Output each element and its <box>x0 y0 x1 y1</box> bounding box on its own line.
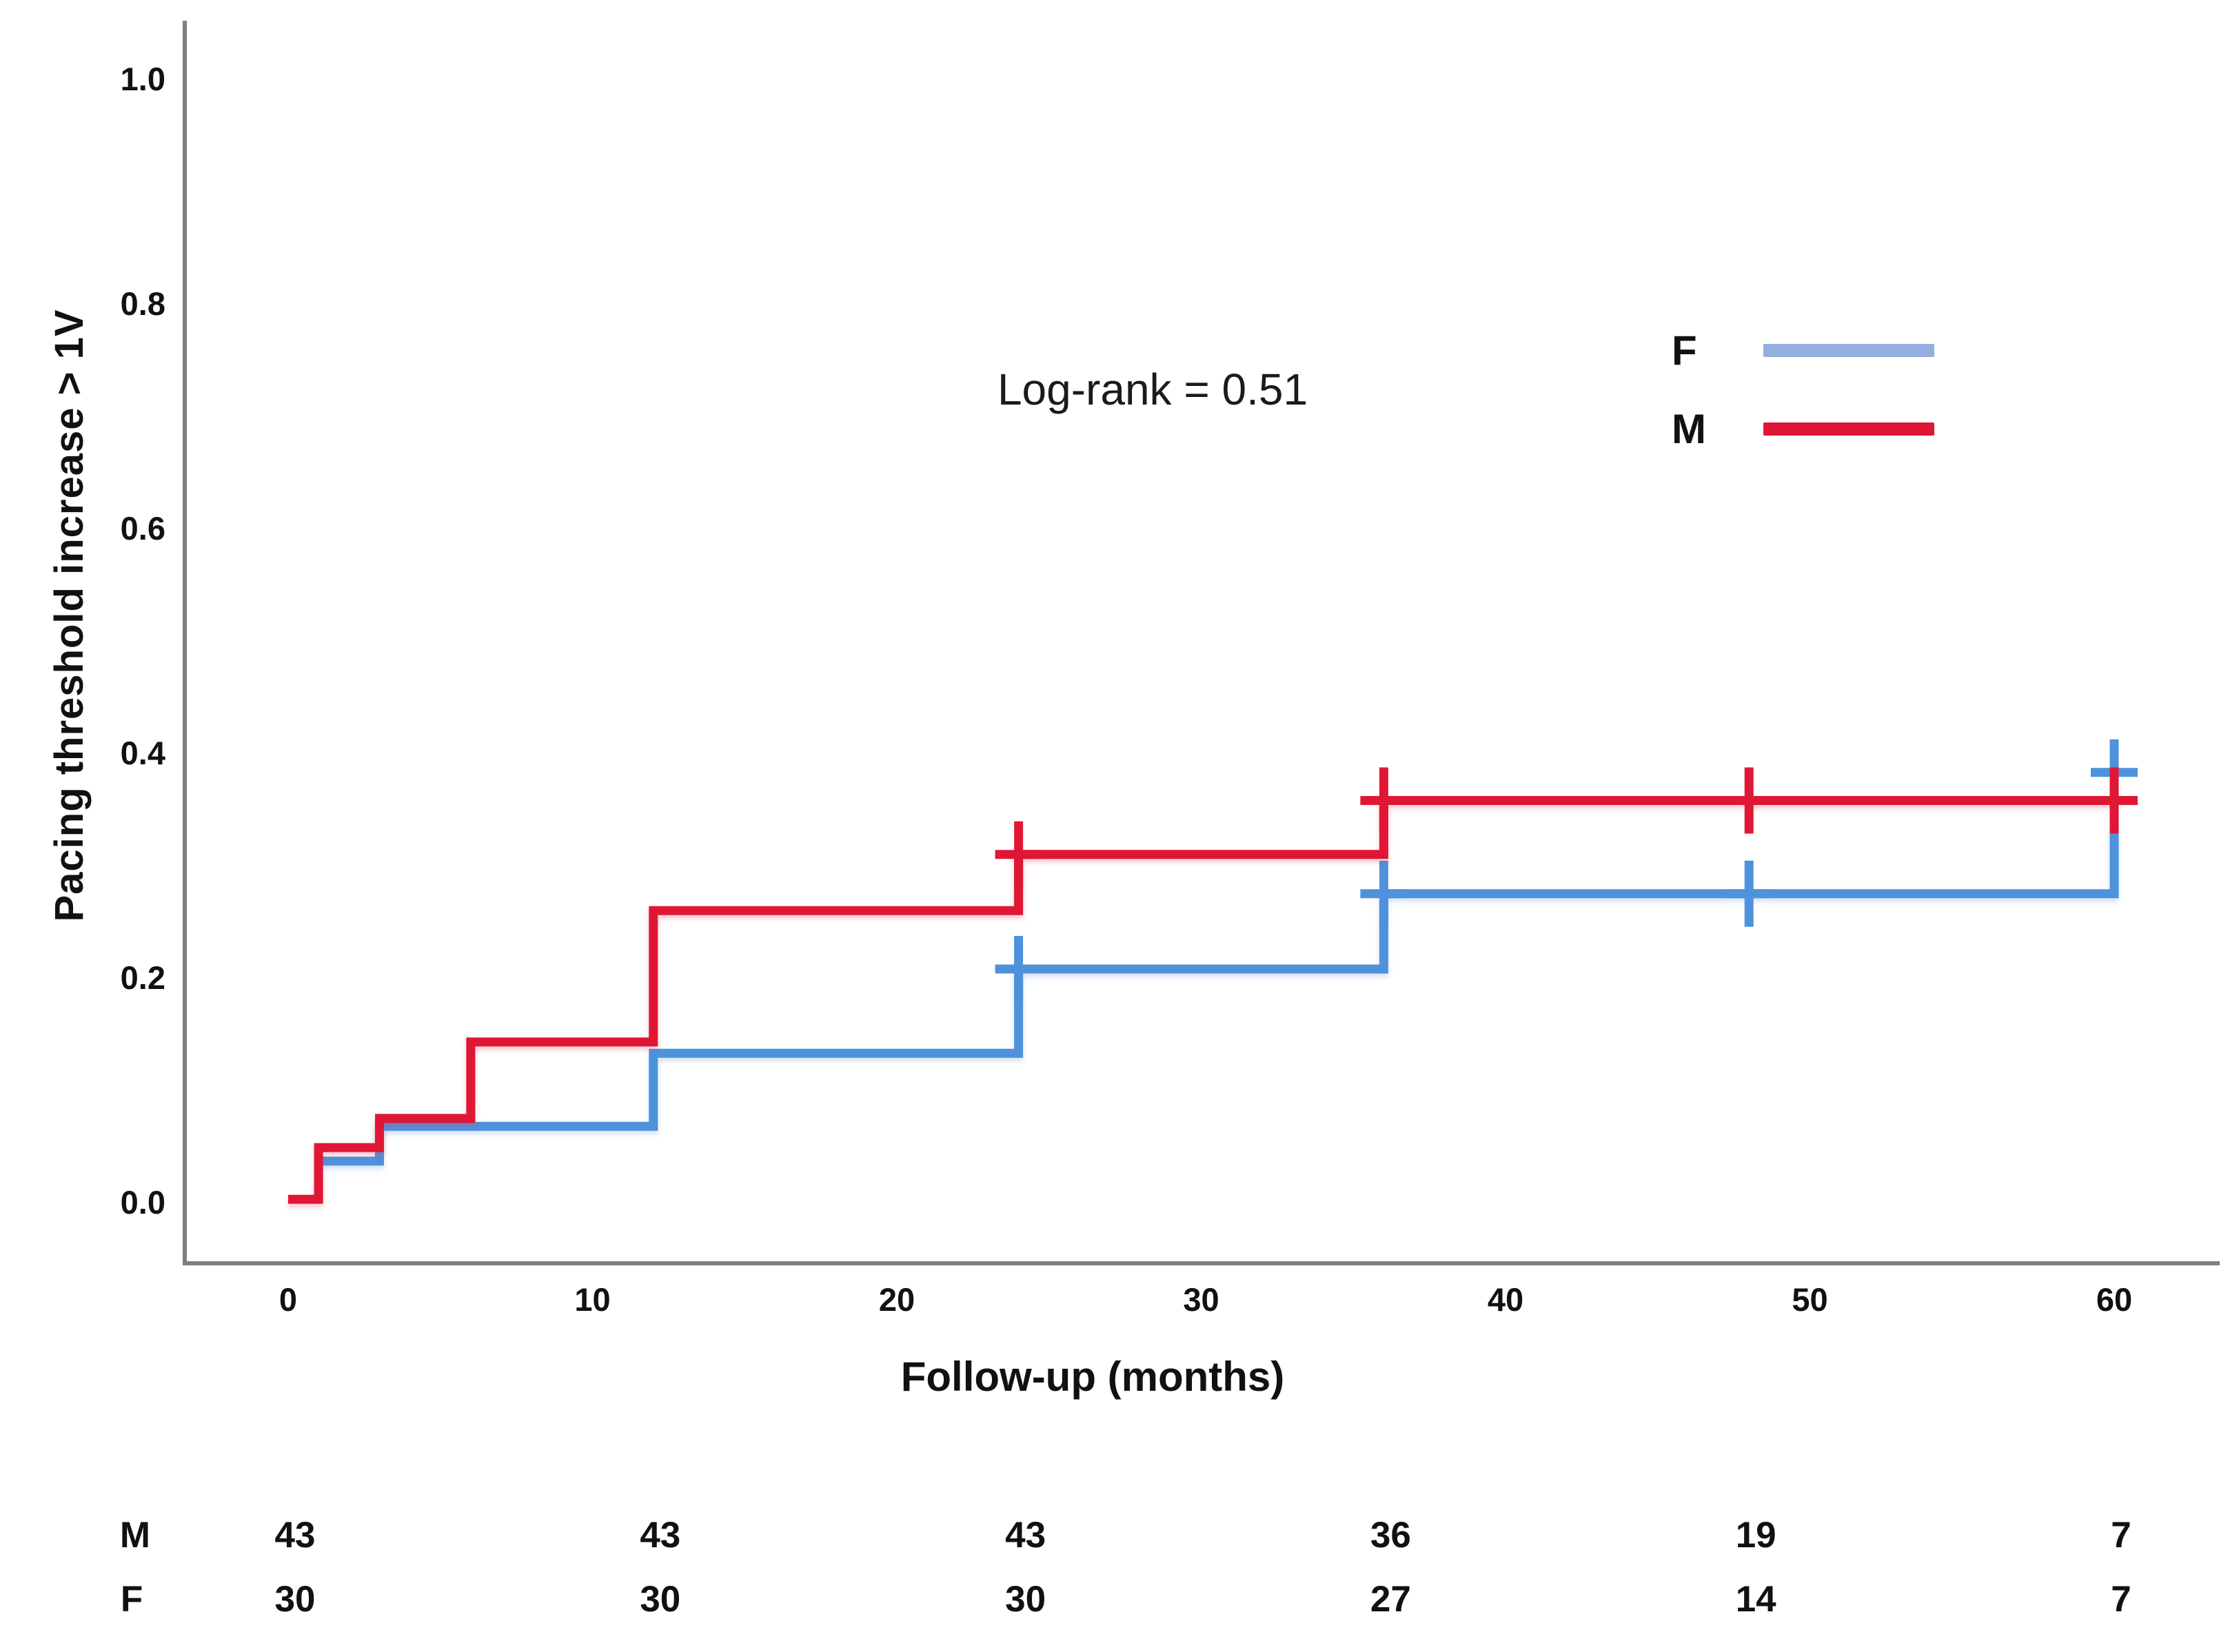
y-tick-label: 0.4 <box>120 735 165 771</box>
x-tick-label: 0 <box>278 1281 298 1318</box>
x-axis-title: Follow-up (months) <box>900 1354 1285 1400</box>
legend-entry-f: F <box>1672 325 1934 375</box>
risk-count-f-48: 14 <box>1735 1579 1776 1620</box>
risk-count-m-36: 36 <box>1370 1515 1411 1556</box>
y-tick-label: 0.2 <box>120 959 165 996</box>
series-f-censor-mark <box>1725 860 1773 927</box>
legend: F M <box>1672 325 1934 482</box>
x-tick-label: 40 <box>1487 1281 1524 1318</box>
risk-count-m-0: 43 <box>274 1515 316 1556</box>
x-tick-label: 20 <box>878 1281 915 1318</box>
y-tick-label: 0.8 <box>120 285 165 322</box>
risk-count-f-24: 30 <box>1005 1579 1046 1620</box>
risk-count-m-24: 43 <box>1005 1515 1046 1556</box>
series-m-censor-mark <box>1360 767 1408 834</box>
series-f-censor-mark <box>995 935 1042 1002</box>
series-f-curve <box>318 826 2119 1166</box>
legend-entry-m: M <box>1672 404 1934 453</box>
series-m-censor-mark <box>2091 767 2138 834</box>
x-tick-label: 60 <box>2096 1281 2133 1318</box>
legend-label-m: M <box>1672 405 1706 452</box>
legend-swatch-f-line <box>1763 343 1934 357</box>
risk-count-m-48: 19 <box>1735 1515 1776 1556</box>
y-tick-label: 0.6 <box>120 510 165 547</box>
risk-count-f-60: 7 <box>2111 1579 2131 1620</box>
series-m-censor-mark <box>1725 767 1773 834</box>
series-m-censor-mark <box>995 821 1042 888</box>
legend-label-f: F <box>1672 327 1697 374</box>
risk-count-m-60: 7 <box>2111 1515 2131 1556</box>
legend-swatch-m-line <box>1763 422 1934 436</box>
risk-count-f-0: 30 <box>274 1579 316 1620</box>
risk-count-f-12: 30 <box>640 1579 681 1620</box>
risk-row-label-m: M <box>119 1515 151 1556</box>
y-tick-label: 1.0 <box>120 61 165 97</box>
series-f-censor-mark <box>1360 860 1408 927</box>
risk-row-label-f: F <box>120 1579 143 1620</box>
series-m-curve <box>288 796 2114 1204</box>
risk-count-m-12: 43 <box>640 1515 681 1556</box>
log-rank-annotation: Log-rank = 0.51 <box>997 365 1308 414</box>
x-tick-label: 50 <box>1792 1281 1828 1318</box>
x-tick-label: 30 <box>1183 1281 1219 1318</box>
y-tick-label: 0.0 <box>120 1184 165 1221</box>
x-tick-label: 10 <box>574 1281 611 1318</box>
risk-count-f-36: 27 <box>1370 1579 1411 1620</box>
